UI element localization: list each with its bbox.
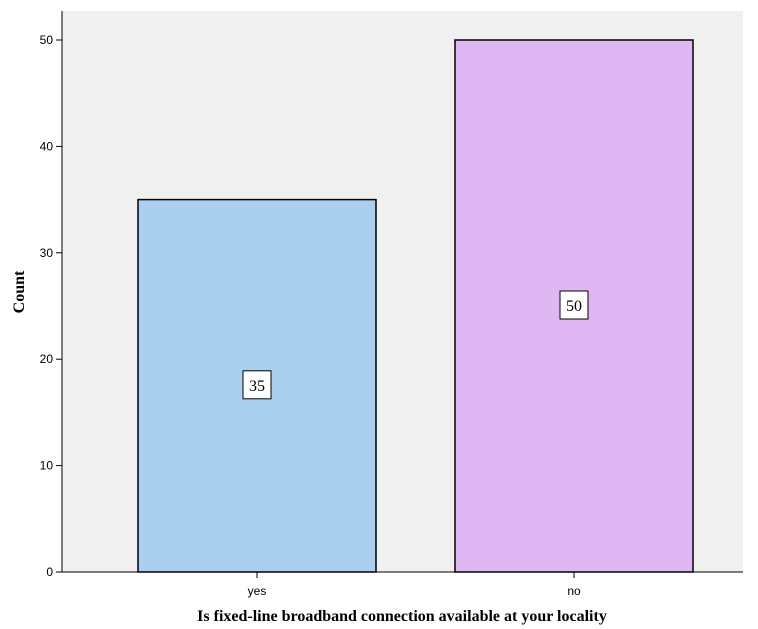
y-tick-label: 30	[40, 246, 54, 260]
y-tick-label: 50	[40, 33, 54, 47]
y-tick-label: 20	[40, 352, 54, 366]
x-tick-label-no: no	[567, 584, 581, 598]
data-labels-group: 35 50	[242, 290, 589, 400]
y-axis-ticks: 0 10 20 30 40 50	[40, 33, 62, 579]
data-label-box-yes	[242, 370, 272, 400]
data-label-box-no	[559, 290, 589, 320]
y-tick-label: 10	[40, 459, 54, 473]
y-axis-title: Count	[11, 270, 28, 313]
x-axis-title: Is fixed-line broadband connection avail…	[197, 608, 607, 625]
x-tick-label-yes: yes	[248, 584, 267, 598]
y-tick-label: 0	[46, 565, 53, 579]
y-tick-label: 40	[40, 139, 54, 153]
data-label-yes: 35	[249, 378, 265, 395]
x-axis-ticks: yes no	[248, 572, 581, 598]
data-label-no: 50	[566, 298, 582, 315]
